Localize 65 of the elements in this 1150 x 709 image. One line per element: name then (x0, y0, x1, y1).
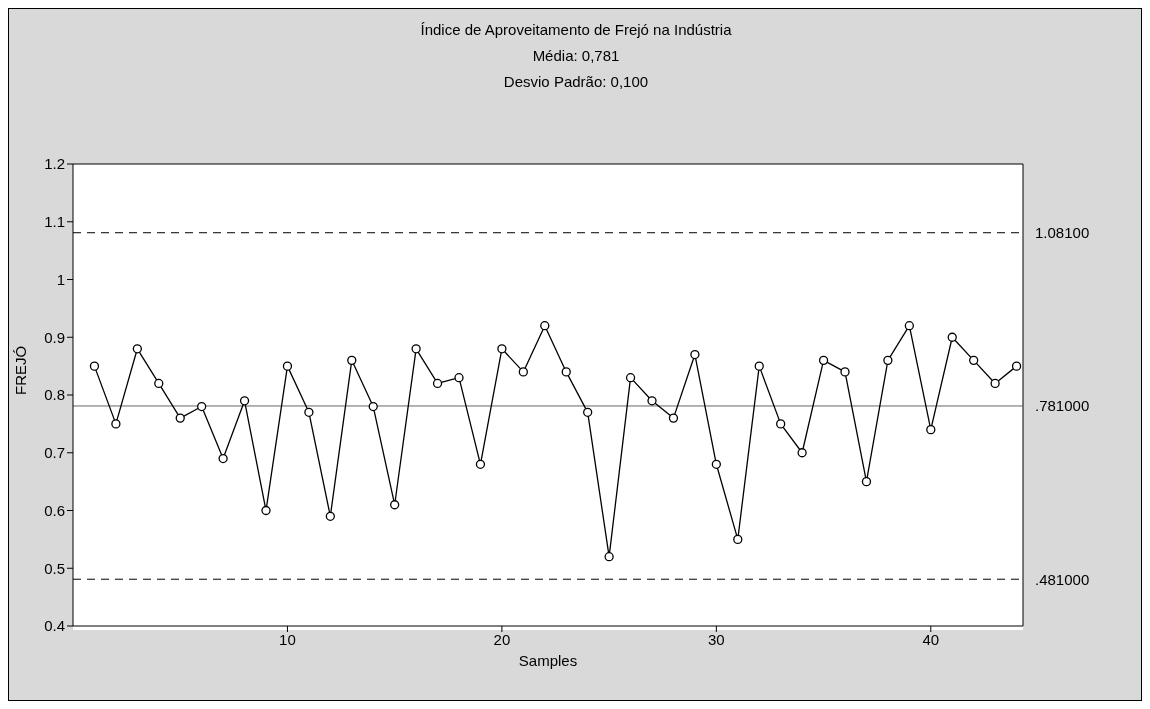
point (947, 332, 957, 342)
point (475, 459, 486, 469)
x-tick-label: 30 (708, 630, 725, 648)
point (1011, 361, 1022, 371)
point (861, 476, 872, 487)
y-tick-label: 0.7 (44, 444, 65, 462)
point (282, 361, 293, 371)
point (154, 378, 164, 389)
x-axis-title: Samples (518, 652, 578, 669)
point (197, 401, 207, 412)
point (432, 378, 443, 389)
y-tick-label: 1.1 (44, 213, 65, 231)
x-tick-label: 10 (279, 630, 296, 648)
point (625, 373, 636, 383)
point (583, 407, 593, 417)
point (840, 367, 850, 377)
point (733, 534, 743, 545)
point (454, 373, 464, 383)
point (540, 321, 550, 331)
point (883, 355, 893, 365)
point (368, 401, 378, 412)
y-tick-label: 1 (56, 270, 65, 288)
point (904, 321, 914, 331)
point (239, 396, 250, 406)
point (647, 396, 657, 406)
y-tick-label: 0.4 (44, 617, 65, 635)
point (411, 344, 421, 354)
point (754, 361, 764, 371)
point (304, 407, 314, 417)
point (218, 453, 228, 464)
x-tick-label: 20 (493, 630, 511, 648)
point (111, 419, 121, 429)
y-axis-title: FREJÓ (12, 345, 30, 395)
point (561, 367, 571, 377)
ref-line-label: .781000 (1035, 397, 1090, 415)
point (690, 349, 700, 360)
point (711, 459, 721, 469)
point (390, 500, 400, 510)
point (497, 344, 507, 354)
point (261, 505, 271, 516)
point (347, 355, 357, 365)
point (518, 367, 528, 377)
y-tick-label: 0.9 (44, 328, 65, 346)
point (604, 552, 614, 562)
text: Desvio Padrão: 0,100 (502, 72, 650, 92)
point (990, 378, 1000, 389)
chart-subtitle: Média: 0,781 (531, 46, 621, 66)
x-tick-label: 40 (922, 630, 940, 648)
point (89, 361, 100, 371)
y-tick-label: 1.2 (44, 155, 65, 173)
point (776, 419, 786, 429)
point (969, 355, 979, 365)
point (818, 355, 829, 365)
y-tick-label: 0.8 (44, 386, 65, 404)
point (325, 511, 335, 521)
point (797, 448, 807, 458)
y-tick-label: 0.5 (44, 559, 65, 577)
chart-title: Índice de Aproveitamento de Frejó na Indústria (419, 20, 733, 40)
point (175, 413, 185, 423)
point (668, 413, 679, 423)
point (132, 344, 142, 354)
ref-line-label: 1.08100 (1035, 224, 1090, 242)
ref-line-label: .481000 (1035, 570, 1090, 588)
y-tick-label: 0.6 (44, 501, 65, 519)
point (926, 425, 936, 435)
